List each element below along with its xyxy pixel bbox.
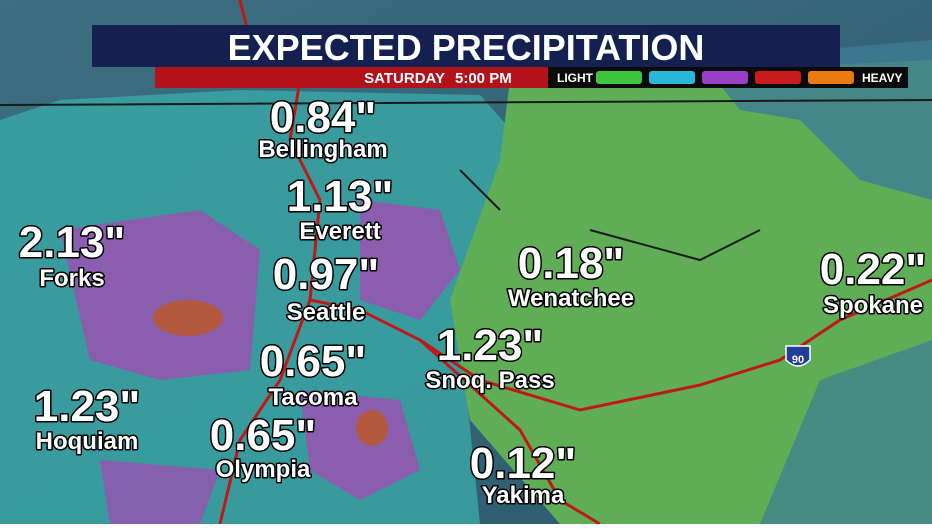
city-amount: 0.22"	[820, 245, 927, 294]
highway-shield: 90	[785, 345, 811, 367]
city-name: Everett	[299, 218, 380, 245]
purple-area	[360, 200, 460, 320]
city-name: Seattle	[287, 299, 366, 326]
highway	[218, 299, 601, 526]
purple-area	[100, 460, 220, 524]
day: SATURDAY	[364, 70, 445, 87]
city-amount: 0.65"	[210, 411, 317, 460]
city-amount: 0.18"	[518, 239, 625, 288]
city-amount: 0.84"	[270, 93, 377, 142]
legend-swatch	[755, 71, 801, 84]
city-amount: 0.12"	[470, 439, 577, 488]
legend-swatch	[808, 71, 854, 84]
city-name: Hoquiam	[36, 428, 139, 455]
city-name: Snoq. Pass	[425, 367, 554, 394]
city-amount: 2.13"	[19, 218, 126, 267]
city-name: Yakima	[482, 482, 565, 509]
city-name: Olympia	[216, 456, 311, 483]
boundary	[0, 99, 932, 262]
highway	[238, 0, 932, 412]
city-amount: 0.65"	[260, 337, 367, 386]
city-name: Forks	[39, 265, 104, 292]
city-amount: 0.97"	[273, 250, 380, 299]
city-name: Wenatchee	[508, 285, 634, 312]
purple-area	[300, 390, 420, 500]
city-amount: 1.13"	[287, 172, 394, 221]
title: EXPECTED PRECIPITATION	[228, 27, 705, 68]
city-amount: 1.23"	[437, 321, 544, 370]
legend-high: HEAVY	[862, 71, 902, 85]
legend-swatch	[649, 71, 695, 84]
city-name: Bellingham	[258, 136, 387, 163]
legend-low: LIGHT	[557, 71, 594, 85]
legend-swatch	[596, 71, 642, 84]
city-name: Tacoma	[269, 384, 359, 411]
red-area	[153, 300, 223, 336]
legend-swatch	[702, 71, 748, 84]
red-area	[356, 410, 388, 446]
title-banner	[92, 25, 840, 67]
city-amount: 1.23"	[34, 382, 141, 431]
purple-area	[60, 210, 260, 380]
city-name: Spokane	[823, 292, 923, 319]
time: 5:00 PM	[455, 70, 512, 87]
highway-number: 90	[792, 354, 804, 366]
blue-area	[760, 340, 932, 524]
